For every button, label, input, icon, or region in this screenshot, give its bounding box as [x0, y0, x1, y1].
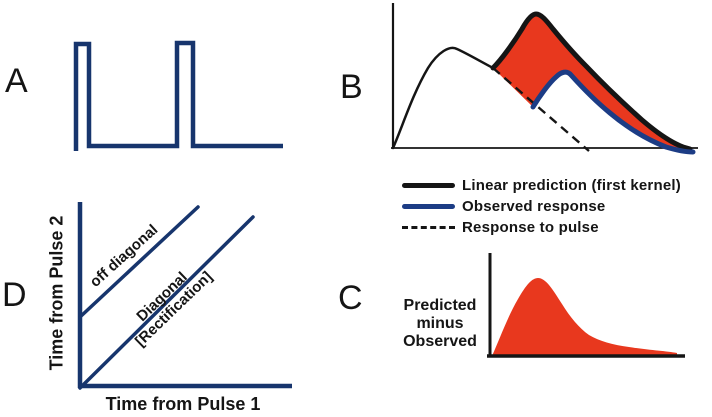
response-to-pulse-line: [492, 67, 590, 152]
d-y-axis-label: Time from Pulse 2: [46, 215, 67, 371]
d-x-axis-label: Time from Pulse 1: [105, 394, 261, 414]
off-diagonal-line: [78, 205, 200, 319]
linear-prediction-curve: [490, 11, 693, 152]
thick-blue-line-icon: [402, 204, 455, 209]
panel-d-label: D: [2, 276, 27, 314]
first-pulse-response-curve: [391, 46, 495, 150]
legend-label: Observed response: [462, 198, 606, 215]
annotation-line: Observed: [403, 333, 477, 350]
difference-area: [493, 14, 693, 152]
legend-item-observed-response: Observed response: [402, 196, 681, 217]
diagonal-line: [78, 215, 255, 390]
legend: Linear prediction (first kernel) Observe…: [402, 175, 681, 238]
panel-a-label: A: [5, 62, 28, 100]
legend-label: Linear prediction (first kernel): [462, 177, 681, 194]
panel-c-label: C: [338, 279, 363, 317]
thick-black-line-icon: [402, 183, 455, 188]
predicted-minus-observed-curve: [492, 278, 677, 356]
legend-item-linear-prediction: Linear prediction (first kernel): [402, 175, 681, 196]
annotation-line: minus: [416, 315, 464, 332]
pulse-train: [73, 40, 283, 151]
annotation-line: Predicted: [403, 297, 477, 314]
panel-b-label: B: [340, 68, 363, 106]
legend-label: Response to pulse: [462, 219, 599, 236]
legend-item-response-to-pulse: Response to pulse: [402, 217, 681, 238]
observed-response-curve: [530, 69, 696, 155]
predicted-minus-observed-annotation: Predicted minus Observed: [390, 297, 490, 351]
dashed-line-icon: [402, 226, 455, 229]
